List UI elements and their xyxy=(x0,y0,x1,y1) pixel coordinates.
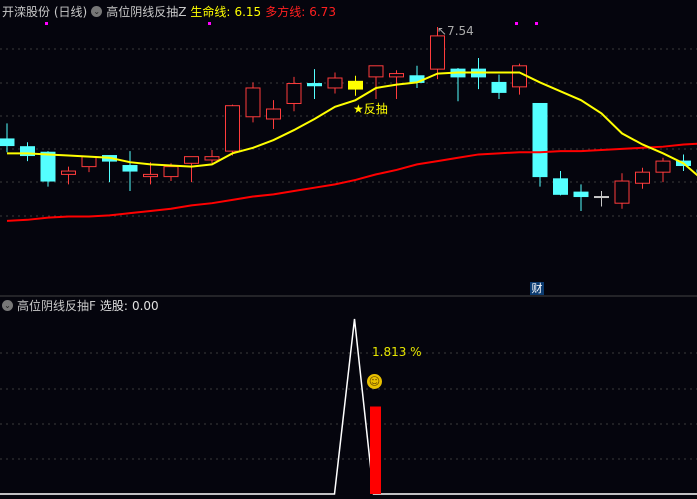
candle-body xyxy=(635,171,650,184)
candle-body xyxy=(61,170,76,175)
candle-body xyxy=(225,105,240,152)
candle-body xyxy=(40,151,56,182)
stock-title: 开滦股份 (日线) xyxy=(2,5,88,19)
marker-dot xyxy=(515,22,518,25)
candle-body xyxy=(204,156,220,161)
candle-body xyxy=(430,35,445,70)
candle-body xyxy=(512,65,527,88)
candle-body xyxy=(614,180,630,204)
bull-line xyxy=(6,142,697,222)
smiley-icon: ☺ xyxy=(367,374,382,389)
finance-badge[interactable]: 财 xyxy=(530,282,544,295)
candle-body xyxy=(327,77,343,89)
marker-dot xyxy=(45,22,48,25)
candle-body xyxy=(245,87,261,118)
candle-body xyxy=(532,102,548,178)
candle-body xyxy=(20,146,35,157)
candle-body xyxy=(266,108,281,120)
life-line-label: 生命线: xyxy=(190,5,231,19)
bull-line-label: 多方线: xyxy=(265,5,306,19)
marker-dot xyxy=(535,22,538,25)
signal-label: ★反抽 xyxy=(353,102,388,116)
candle-body xyxy=(81,156,97,168)
pick-value: 0.00 xyxy=(131,298,159,313)
max-price-label: ↖7.54 xyxy=(437,24,474,38)
candle-body xyxy=(184,156,199,164)
candle-body xyxy=(594,196,609,199)
life-line-value: 6.15 xyxy=(234,4,262,19)
candle-body xyxy=(348,80,363,90)
sub-line xyxy=(0,318,697,495)
pick-label: 选股: xyxy=(99,299,128,313)
percent-label: 1.813 % xyxy=(372,345,422,359)
candle-body xyxy=(163,166,179,178)
candle-body xyxy=(307,83,322,87)
candle-body xyxy=(491,81,507,93)
candle-body xyxy=(389,73,404,78)
candle-body xyxy=(573,191,589,198)
indicator-name[interactable]: 高位阴线反抽Z xyxy=(106,5,187,19)
candle-body xyxy=(286,83,302,104)
candle-body xyxy=(122,165,138,172)
candle-body xyxy=(368,65,384,78)
life-line xyxy=(7,71,697,177)
sub-bar xyxy=(370,406,381,494)
chevron-down-icon[interactable]: ⌄ xyxy=(2,300,13,311)
sub-header: ⌄ 高位阴线反抽F 选股: 0.00 xyxy=(2,297,159,314)
bull-line-value: 6.73 xyxy=(309,4,336,19)
chevron-down-icon[interactable]: ⌄ xyxy=(91,6,103,17)
candle-body xyxy=(553,178,568,195)
candle-body xyxy=(0,138,15,147)
sub-indicator-name[interactable]: 高位阴线反抽F xyxy=(17,299,96,313)
candle-body xyxy=(143,173,158,178)
candle-body xyxy=(655,160,671,173)
main-header: 开滦股份 (日线) ⌄ 高位阴线反抽Z 生命线: 6.15 多方线: 6.73 xyxy=(2,3,336,20)
marker-dot xyxy=(208,22,211,25)
